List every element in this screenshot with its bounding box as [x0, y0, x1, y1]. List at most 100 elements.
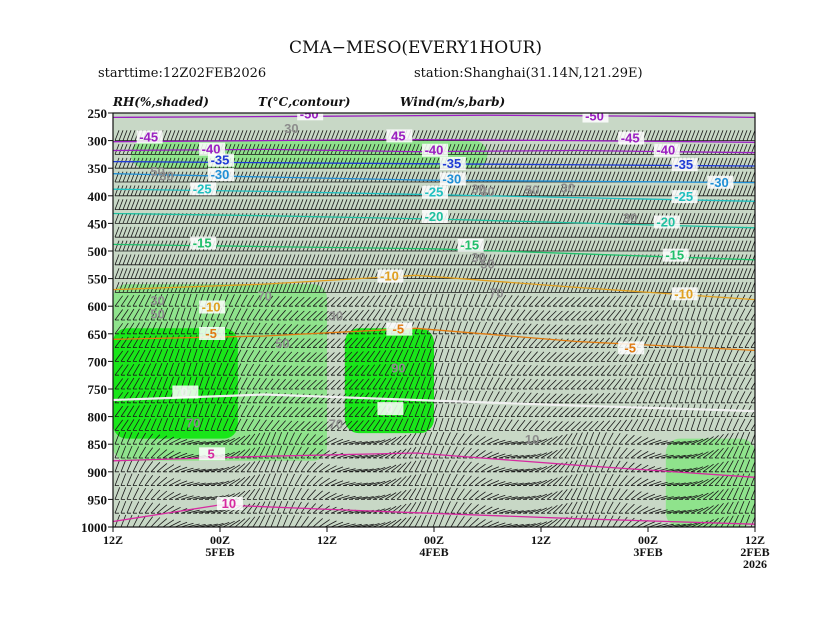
temperature-contour-label: 0 — [386, 401, 393, 416]
wind-barb-row-700 — [114, 348, 755, 362]
y-tick-label: 700 — [88, 354, 108, 369]
temperature-contour-label: -30 — [442, 171, 461, 186]
temperature-contour-label: -35 — [211, 153, 230, 168]
x-tick-label: 3FEB — [633, 545, 662, 559]
y-tick-label: 750 — [88, 382, 108, 397]
wind-barb-row-675 — [114, 335, 755, 348]
wind-barb-row-875 — [114, 445, 755, 459]
contour-label-bg — [216, 497, 243, 511]
wind-barbs-825 — [114, 417, 755, 431]
temperature-contour-10 — [113, 504, 755, 525]
rh-contour-label: 30 — [623, 210, 637, 225]
rh-contour-label: 70 — [329, 417, 343, 432]
wind-barbs-950 — [114, 487, 755, 500]
temperature-contour--50 — [113, 114, 755, 119]
x-tick-label: 00Z — [638, 533, 658, 547]
contour-labels-layer: -50 -50-45 45 -45-40 -40 -40-35 -35 -35-30 -30 -3… — [136, 106, 734, 511]
x-tick-label: 5FEB — [205, 545, 234, 559]
rh-contour-label: 50 — [150, 306, 164, 321]
rh-contour-label: 90 — [391, 360, 405, 375]
wind-barbs-725 — [114, 362, 755, 376]
temperature-contour-label: -15 — [460, 238, 479, 253]
chart-title: CMA−MESO(EVERY1HOUR) — [289, 38, 542, 58]
wind-barb-row-725 — [114, 362, 755, 376]
rh-contour-label: 30 — [329, 309, 343, 324]
x-tick-label: 2026 — [743, 557, 767, 571]
contour-label-bg — [671, 158, 698, 172]
contour-label-bg — [208, 168, 234, 182]
y-tick-label: 300 — [88, 134, 108, 149]
contour-label-bg — [136, 130, 163, 144]
x-tick-label: 12Z — [103, 533, 123, 547]
station-label: station:Shanghai(31.14N,121.29E) — [414, 66, 643, 81]
rh-contour-label: 70 — [257, 289, 271, 304]
temperature-contour-label: 10 — [222, 496, 236, 511]
temperature-contour-label: -25 — [674, 189, 693, 204]
wind-barbs-475 — [114, 226, 755, 238]
wind-barb-row-425 — [114, 199, 755, 210]
rh-contour-label: 50 — [275, 336, 289, 351]
x-tick-label: 2FEB — [740, 545, 769, 559]
contour-label-bg — [422, 143, 448, 157]
wind-barbs-675 — [114, 335, 755, 348]
y-tick-label: 250 — [88, 106, 108, 121]
y-tick-label: 650 — [88, 327, 108, 342]
temperature-contour-label: 0 — [181, 385, 188, 400]
wind-barb-row-825 — [114, 417, 755, 431]
contour-label-bg — [662, 248, 689, 262]
temperature-contour-label: -40 — [425, 143, 444, 158]
contour-label-bg — [297, 113, 324, 121]
wind-barb-row-625 — [114, 307, 755, 321]
y-tick-label: 800 — [88, 410, 108, 425]
temperature-contour-label: 5 — [207, 446, 214, 461]
temperature-contour-0 — [113, 393, 755, 413]
wind-barb-row-325 — [114, 143, 755, 155]
rh-contour-label: 50 — [480, 257, 494, 272]
contour-label-bg — [190, 182, 217, 196]
wind-barbs-925 — [114, 473, 755, 486]
temperature-contour-label: -5 — [393, 322, 405, 337]
wind-barbs-850 — [114, 431, 755, 445]
wind-barbs-900 — [114, 459, 755, 473]
temperature-contour-label: -50 — [300, 106, 319, 121]
contour-label-bg — [377, 402, 404, 416]
contour-label-bg — [386, 129, 413, 143]
wind-barbs-575 — [114, 281, 755, 293]
wind-barb-row-850 — [114, 431, 755, 445]
contour-label-bg — [653, 215, 680, 229]
temperature-contour-label: -10 — [202, 300, 221, 315]
temperature-contour-label: -5 — [205, 326, 217, 341]
x-tick-label: 00Z — [210, 533, 230, 547]
temperature-contour-label: -10 — [380, 269, 399, 284]
temperature-legend-label: T(°C,contour) — [258, 95, 351, 109]
contour-label-bg — [671, 190, 698, 204]
y-tick-label: 400 — [88, 189, 108, 204]
rh-contour-label: 30 — [561, 180, 575, 195]
temperature-contour-label: -50 — [585, 109, 604, 124]
temperature-contour-label: -15 — [193, 235, 212, 250]
temperature-contour-label: 45 — [391, 128, 405, 143]
contour-label-bg — [439, 172, 466, 186]
contour-label-bg — [199, 447, 226, 461]
temperature-contour-label: -20 — [425, 209, 444, 224]
wind-barbs-700 — [114, 348, 755, 362]
y-tick-label: 900 — [88, 465, 108, 480]
contour-label-bg — [707, 175, 734, 189]
contour-label-bg — [582, 113, 609, 123]
x-tick-label: 00Z — [424, 533, 444, 547]
contour-label-bg — [422, 209, 448, 223]
wind-barbs-800 — [114, 404, 755, 417]
wind-barbs-325 — [114, 143, 755, 155]
wind-legend-label: Wind(m/s,barb) — [400, 95, 506, 109]
wind-barb-row-925 — [114, 473, 755, 486]
starttime-label: starttime:12Z02FEB2026 — [98, 66, 267, 81]
temperature-contour-label: -10 — [674, 286, 693, 301]
contour-label-bg — [377, 269, 404, 283]
temperature-contour-label: -20 — [656, 215, 675, 230]
wind-barb-row-800 — [114, 404, 755, 417]
y-tick-label: 500 — [88, 244, 108, 259]
rh-contour-label: 70 — [489, 285, 503, 300]
pressure-axis: 250 300 350 400 450 500 550 600 650 700 750 800 850 9… — [81, 106, 113, 535]
contour-label-bg — [439, 156, 466, 170]
